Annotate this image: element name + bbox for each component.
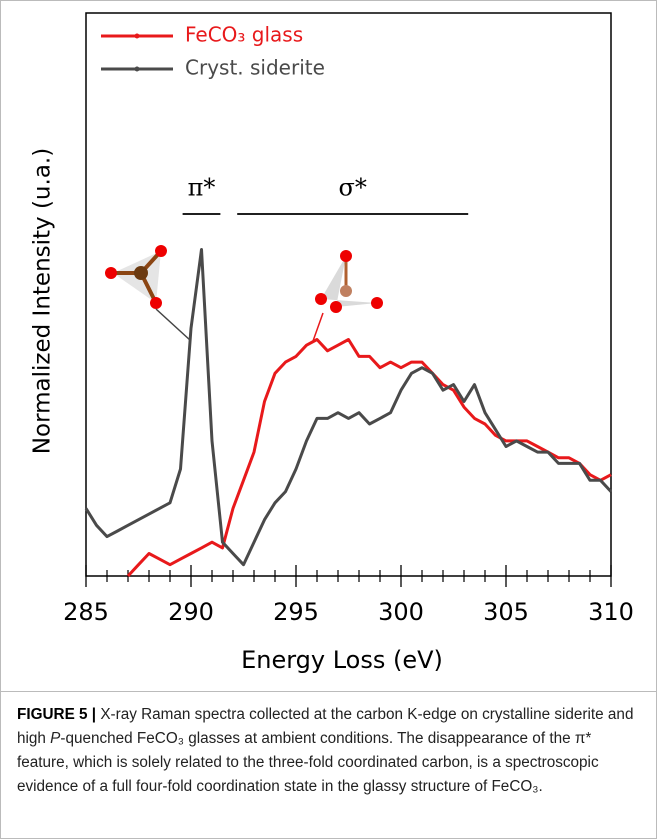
series-line [84, 248, 613, 567]
x-tick-label: 295 [273, 598, 319, 626]
x-tick-label: 285 [63, 598, 109, 626]
annotation-label: π* [188, 174, 216, 202]
x-tick-label: 290 [168, 598, 214, 626]
annotation-label: σ* [339, 174, 367, 202]
chart: Normalized Intensity (u.a.) Energy Loss … [30, 12, 634, 674]
caption-italic: P [50, 730, 61, 747]
legend-label: FeCO₃ glass [185, 23, 303, 47]
legend-marker [134, 33, 140, 39]
x-tick-label: 310 [588, 598, 634, 626]
molecule-trigonal [105, 245, 192, 342]
caption: FIGURE 5 | X-ray Raman spectra collected… [17, 703, 642, 799]
caption-text: X-ray Raman spectra collected at the car… [17, 706, 634, 747]
legend-label: Cryst. siderite [185, 56, 325, 80]
x-tick-label: 300 [378, 598, 424, 626]
x-tick-label: 305 [483, 598, 529, 626]
molecule-tetrahedral [312, 250, 383, 342]
x-axis-label: Energy Loss (eV) [241, 646, 443, 674]
caption-text: -quenched FeCO₃ glasses at ambient condi… [17, 730, 599, 795]
y-axis-label: Normalized Intensity (u.a.) [30, 148, 56, 454]
series-line [126, 338, 612, 578]
legend-marker [134, 66, 140, 72]
plot-frame [85, 12, 612, 577]
caption-label: FIGURE 5 | [17, 706, 97, 723]
caption-separator [1, 691, 656, 692]
